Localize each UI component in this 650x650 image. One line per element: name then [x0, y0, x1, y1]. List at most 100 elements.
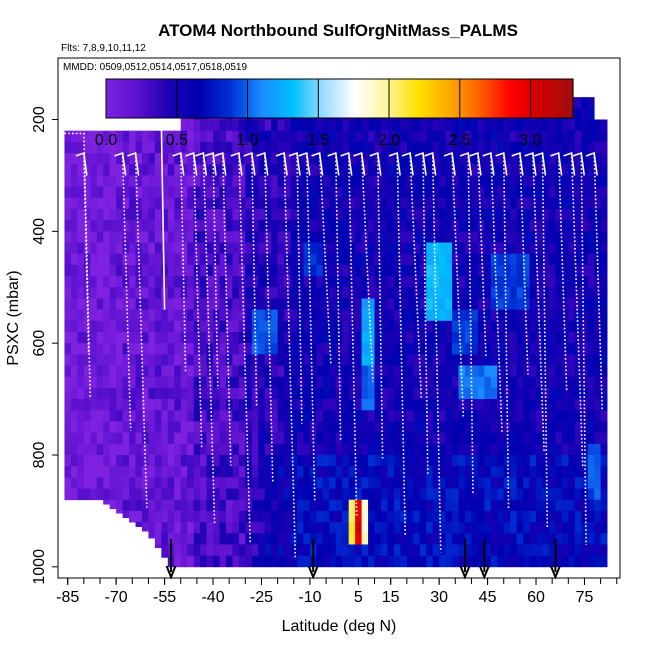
heatmap-cell [251, 365, 259, 378]
heatmap-cell [529, 376, 537, 389]
heatmap-cell [77, 276, 85, 288]
heatmap-cell [238, 443, 246, 456]
heatmap-cell [96, 354, 104, 366]
heatmap-cell [587, 197, 595, 210]
heatmap-cell [309, 488, 317, 501]
colorbar-segment [456, 79, 460, 118]
heatmap-cell [355, 186, 363, 199]
heatmap-cell [523, 466, 530, 478]
heatmap-cell [484, 376, 492, 389]
heatmap-cell [477, 264, 485, 277]
heatmap-cell [290, 544, 298, 557]
heatmap-cell [555, 376, 563, 389]
heatmap-cell [322, 276, 330, 288]
heatmap-cell [439, 242, 446, 255]
heatmap-cell [561, 320, 569, 333]
heatmap-cell [523, 499, 530, 512]
heatmap-cell [154, 510, 162, 523]
heatmap-cell [368, 399, 375, 411]
heatmap-cell [484, 141, 492, 154]
heatmap-cell [568, 410, 576, 422]
heatmap-cell [64, 287, 72, 299]
heatmap-cell [148, 197, 156, 210]
heatmap-cell [361, 197, 369, 210]
colorbar-segment [415, 79, 419, 118]
heatmap-cell [309, 119, 317, 132]
heatmap-cell [161, 197, 169, 210]
heatmap-cell [548, 421, 556, 434]
heatmap-cell [355, 141, 363, 154]
heatmap-cell [277, 197, 285, 210]
heatmap-cell [561, 276, 569, 288]
heatmap-cell [187, 432, 195, 445]
heatmap-cell [116, 410, 123, 422]
heatmap-cell [581, 164, 589, 176]
heatmap-cell [594, 477, 602, 489]
heatmap-cell [70, 488, 78, 501]
heatmap-cell [587, 242, 595, 255]
heatmap-cell [135, 421, 143, 434]
heatmap-cell [264, 365, 272, 378]
heatmap-cell [452, 365, 459, 378]
heatmap-cell [309, 354, 317, 366]
heatmap-cell [251, 421, 259, 434]
heatmap-cell [193, 443, 201, 456]
heatmap-cell [477, 343, 485, 355]
heatmap-cell [154, 499, 162, 512]
heatmap-cell [109, 365, 117, 378]
heatmap-cell [426, 264, 434, 277]
heatmap-cell [529, 320, 537, 333]
heatmap-cell [213, 242, 220, 255]
heatmap-cell [335, 119, 343, 132]
heatmap-cell [548, 354, 556, 366]
heatmap-cell [400, 298, 408, 311]
heatmap-cell [187, 399, 195, 411]
colorbar-tick-label: 1.5 [307, 132, 329, 149]
heatmap-cell [400, 253, 408, 266]
heatmap-cell [148, 208, 156, 221]
heatmap-cell [393, 555, 401, 568]
heatmap-cell [439, 164, 446, 176]
heatmap-cell [555, 443, 563, 456]
heatmap-cell [568, 287, 576, 299]
heatmap-cell [271, 365, 279, 378]
heatmap-cell [464, 298, 472, 311]
heatmap-cell [161, 499, 169, 512]
heatmap-cell [322, 376, 330, 389]
heatmap-cell [355, 510, 363, 523]
heatmap-cell [70, 231, 78, 243]
heatmap-cell [426, 544, 434, 557]
colorbar-segment [114, 79, 119, 118]
heatmap-cell [70, 376, 78, 389]
heatmap-cell [393, 141, 401, 154]
heatmap-cell [523, 555, 530, 568]
heatmap-cell [154, 544, 162, 549]
heatmap-cell [581, 331, 589, 344]
heatmap-cell [154, 231, 162, 243]
heatmap-cell [445, 387, 453, 400]
heatmap-cell [516, 186, 524, 199]
heatmap-cell [245, 477, 253, 489]
heatmap-cell [264, 499, 272, 512]
heatmap-cell [258, 499, 266, 512]
heatmap-cell [574, 443, 582, 456]
heatmap-cell [542, 175, 550, 188]
heatmap-cell [594, 141, 602, 154]
heatmap-cell [342, 522, 350, 534]
heatmap-cell [484, 544, 492, 557]
heatmap-cell [154, 287, 162, 299]
heatmap-cell [516, 298, 524, 311]
heatmap-cell [251, 130, 259, 143]
heatmap-cell [342, 208, 350, 221]
colorbar-segment [161, 79, 165, 118]
heatmap-cell [316, 555, 324, 568]
heatmap-cell [329, 499, 337, 512]
heatmap-cell [96, 309, 104, 322]
heatmap-cell [238, 309, 246, 322]
heatmap-cell [600, 477, 608, 489]
heatmap-cell [361, 276, 369, 288]
heatmap-cell [96, 220, 104, 232]
heatmap-cell [193, 119, 201, 132]
heatmap-cell [458, 499, 466, 512]
heatmap-cell [510, 399, 518, 411]
